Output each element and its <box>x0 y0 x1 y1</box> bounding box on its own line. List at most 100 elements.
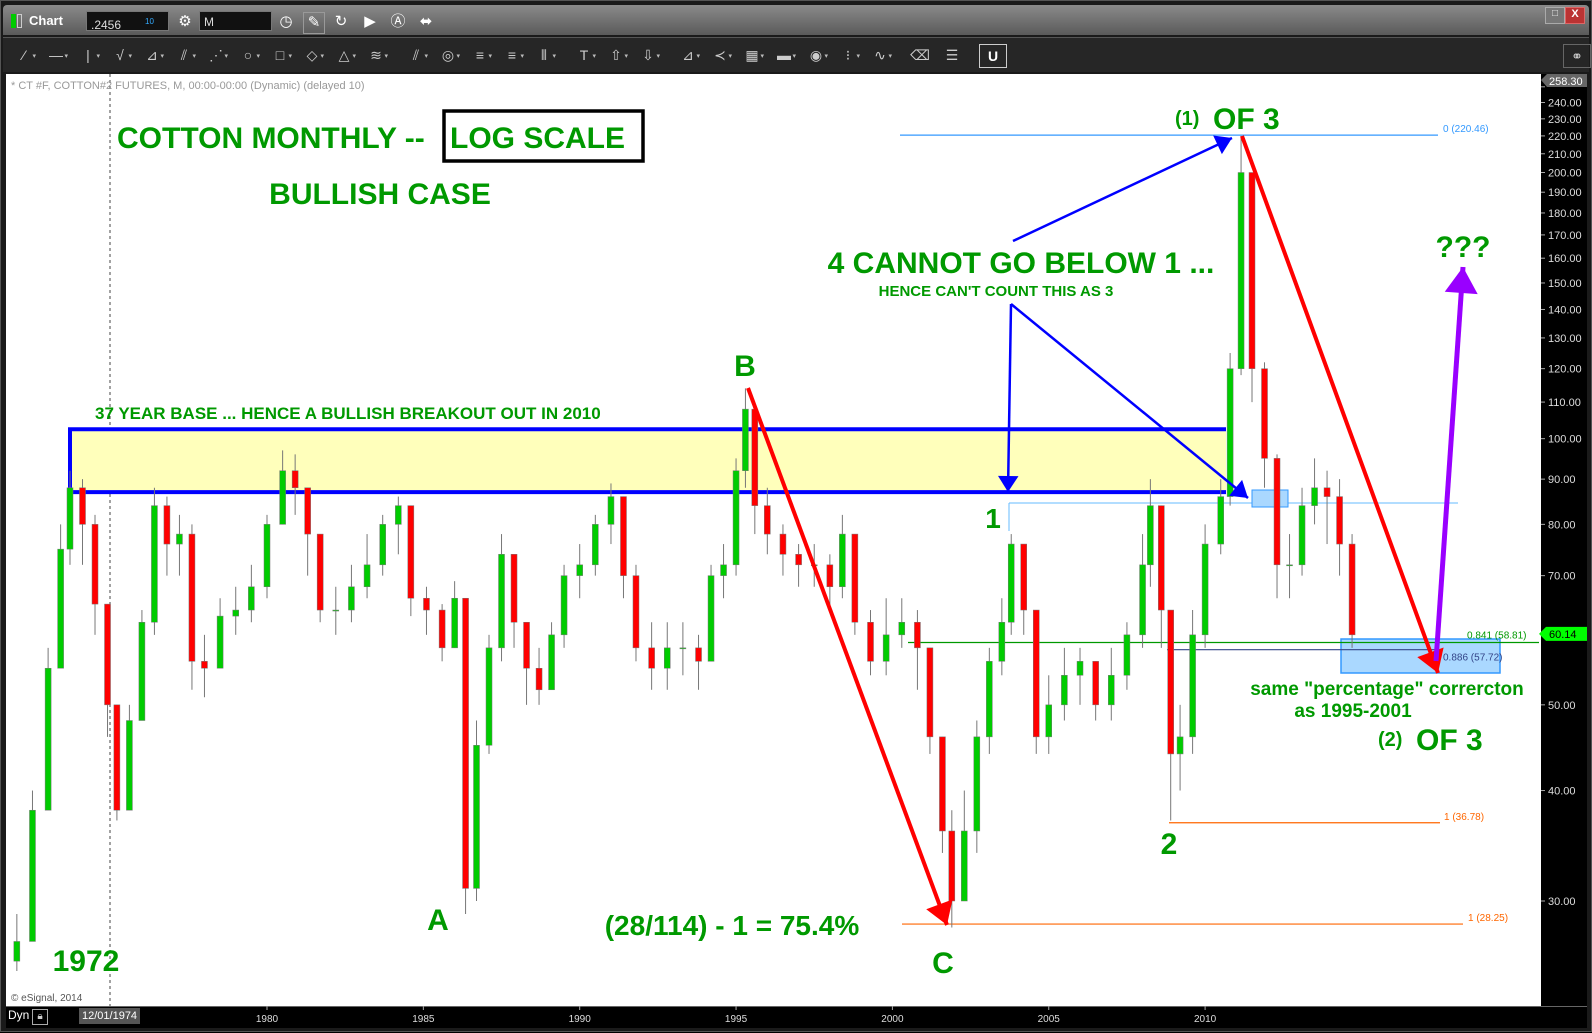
price-axis[interactable] <box>1541 74 1587 1006</box>
close-button[interactable]: X <box>1565 7 1585 24</box>
dyn-label: Dyn <box>8 1008 30 1022</box>
settings-gear-icon[interactable]: ⚙ <box>178 13 192 30</box>
candle-body <box>363 564 371 588</box>
mob-icon[interactable]: ▬ <box>771 44 797 68</box>
clock-icon[interactable]: ◷ <box>279 13 293 30</box>
chart-refresh-icon[interactable]: ↻ <box>334 13 348 30</box>
fib-retracement-icon[interactable]: ≡ <box>467 44 493 68</box>
speed-lines-icon[interactable]: ⊿ <box>675 44 701 68</box>
vertical-line-icon[interactable]: | <box>75 44 101 68</box>
candle-body <box>707 575 715 662</box>
candle-body <box>1311 487 1318 506</box>
drawing-toolbar: ⁄—|√⊿⫽⋰○□◇△≋⫽◎≡≡⦀T⇧⇩⊿≺▦▬◉⁝∿⌫☰U⚭ <box>3 37 1591 72</box>
fib-extension-icon[interactable]: ≡ <box>499 44 525 68</box>
wave-2-prefix: (2) <box>1378 729 1402 751</box>
y-tick-label: 170.00 <box>1548 230 1582 242</box>
y-tick-label: 80.00 <box>1548 519 1576 531</box>
copyright: © eSignal, 2014 <box>11 993 83 1004</box>
x-tick-label: 2000 <box>881 1014 904 1025</box>
y-tick-label: 140.00 <box>1548 304 1582 316</box>
blue-arrow-to-overlap-shaft <box>1010 303 1249 499</box>
candle-body <box>973 736 981 832</box>
plot-area[interactable] <box>6 74 1541 1006</box>
candle-body <box>851 533 859 623</box>
wave-label-icon[interactable]: ∿ <box>867 44 893 68</box>
plot-layer <box>13 74 1539 1006</box>
correction-calc: (28/114) - 1 = 75.4% <box>605 910 860 941</box>
elliott-wave-icon[interactable]: √ <box>107 44 133 68</box>
cycle-lines-icon[interactable]: ⦀ <box>531 44 557 68</box>
candle-body <box>126 720 133 811</box>
candle-body <box>138 621 146 721</box>
text-icon[interactable]: T <box>571 44 597 68</box>
candle-body <box>104 603 111 706</box>
notes-icon[interactable]: ☰ <box>945 47 959 63</box>
speed-arcs-icon[interactable]: ≺ <box>707 44 733 68</box>
log-scale-box <box>442 109 645 163</box>
grid-icon[interactable]: ▦ <box>739 44 765 68</box>
pencil-icon[interactable]: ✎ <box>303 12 325 34</box>
purple-arrow-up-head <box>1444 267 1478 295</box>
arrow-down-icon[interactable]: ⇩ <box>635 44 661 68</box>
y-tick-label: 190.00 <box>1548 187 1582 199</box>
log-scale-label: LOG SCALE <box>450 122 625 155</box>
ellipse-icon[interactable]: ○ <box>235 44 261 68</box>
x-tick-label: 1990 <box>569 1014 592 1025</box>
channel-icon[interactable]: ≋ <box>363 44 389 68</box>
candle-body <box>304 487 311 535</box>
candle-body <box>316 533 324 611</box>
candle-body <box>607 496 615 525</box>
interval-field[interactable]: M <box>199 11 272 31</box>
play-icon[interactable]: ▶ <box>364 13 376 30</box>
restore-button[interactable]: □ <box>1545 7 1565 24</box>
symbol-field[interactable]: .2456 10 <box>86 11 169 32</box>
tj-icon[interactable]: ◉ <box>803 44 829 68</box>
y-tick-label: 120.00 <box>1548 364 1582 376</box>
candle-body <box>926 647 934 738</box>
candle-body <box>961 830 968 902</box>
x-tick-label: 1985 <box>412 1014 435 1025</box>
symbol-value: .2456 <box>91 18 122 32</box>
title-bar: Chart .2456 10 ⚙ M ◷ ✎ ↻ ▶ Ⓐ ⬌ □ X <box>3 5 1589 35</box>
alert-icon[interactable]: Ⓐ <box>390 13 406 30</box>
candle-body <box>263 524 271 588</box>
y-tick-label: 240.00 <box>1548 97 1582 109</box>
candle-body <box>620 496 627 576</box>
candle-body <box>1139 564 1146 636</box>
lock-icon[interactable]: 🔒︎ <box>32 1009 48 1025</box>
candle-body <box>523 621 530 669</box>
candle-body <box>1286 564 1293 567</box>
candle-body <box>548 634 555 691</box>
triangle-icon[interactable]: △ <box>331 44 357 68</box>
candle-body <box>216 615 224 669</box>
candle-body <box>1092 661 1099 706</box>
rectangle-icon[interactable]: □ <box>267 44 293 68</box>
wave-2-of-3: OF 3 <box>1416 724 1483 757</box>
candle-body <box>648 647 655 669</box>
magnet-icon[interactable]: U <box>979 44 1007 68</box>
fib-level-0-label: 0 (220.46) <box>1443 124 1489 135</box>
pti-icon[interactable]: ⁝ <box>835 44 861 68</box>
diamond-icon[interactable]: ◇ <box>299 44 325 68</box>
candle-body <box>695 647 702 662</box>
candle-body <box>720 564 727 576</box>
candle-body <box>291 470 299 489</box>
candle-body <box>279 470 286 525</box>
fan-icon[interactable]: ⊿ <box>139 44 165 68</box>
gann-fan-icon[interactable]: ⋰ <box>203 44 229 68</box>
blue-arrow-to-top-shaft <box>1012 136 1233 243</box>
candle-body <box>29 809 36 942</box>
circles-icon[interactable]: ◎ <box>435 44 461 68</box>
horizontal-line-icon[interactable]: — <box>43 44 69 68</box>
candle-body <box>1201 543 1209 636</box>
link-icon[interactable]: ⬌ <box>419 13 433 30</box>
pitchfork-icon[interactable]: ⫽ <box>171 44 197 68</box>
x-tick-label: 2010 <box>1194 1014 1217 1025</box>
eraser-icon[interactable]: ⌫ <box>910 47 930 63</box>
time-axis[interactable]: Dyn 🔒︎ 12/01/1974 <box>6 1006 1587 1028</box>
chain-link-icon[interactable]: ⚭ <box>1563 44 1591 68</box>
arrow-up-icon[interactable]: ⇧ <box>603 44 629 68</box>
line-tool-icon[interactable]: ⁄ <box>11 44 37 68</box>
parallel-lines-icon[interactable]: ⫽ <box>403 44 429 68</box>
candle-body <box>462 597 469 889</box>
